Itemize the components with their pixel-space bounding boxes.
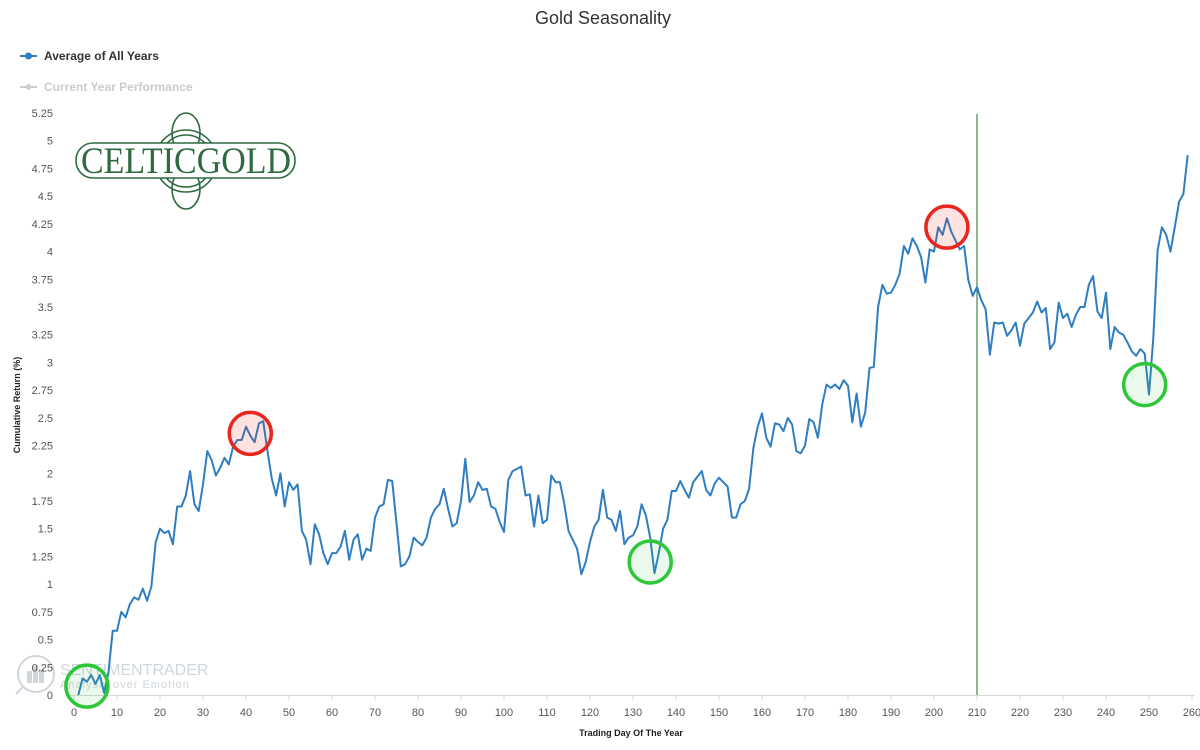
legend-label-current-year: Current Year Performance bbox=[44, 80, 193, 94]
sentimentrader-watermark: SENTIMENTRADER Analysis over Emotion bbox=[15, 655, 208, 695]
y-tick-label: 5.25 bbox=[32, 108, 53, 120]
celticgold-logo: CELTICGOLD bbox=[75, 112, 296, 210]
x-axis-ticks: 0 10 20 30 40 50 60 70 80 90 100 110 120 130 140 150 160… bbox=[71, 695, 1200, 719]
legend-label-average: Average of All Years bbox=[44, 49, 159, 63]
logo-banner bbox=[75, 142, 296, 179]
chart-title: Gold Seasonality bbox=[535, 8, 671, 28]
y-tick-label: 2.25 bbox=[32, 441, 53, 453]
x-tick-label: 60 bbox=[326, 707, 338, 719]
x-tick-label: 180 bbox=[839, 707, 857, 719]
legend-marker-average bbox=[25, 52, 32, 60]
series-line-average-of-all-years[interactable] bbox=[77, 154, 1189, 696]
y-tick-label: 2.5 bbox=[38, 413, 53, 425]
x-tick-label: 90 bbox=[455, 707, 467, 719]
logo-text: CELTICGOLD bbox=[81, 141, 291, 182]
y-tick-label: 2 bbox=[47, 468, 53, 480]
x-tick-label: 20 bbox=[154, 707, 166, 719]
y-tick-label: 4.5 bbox=[38, 191, 53, 203]
y-tick-label: 2.75 bbox=[32, 385, 53, 397]
x-tick-label: 250 bbox=[1140, 707, 1158, 719]
x-tick-label: 220 bbox=[1011, 707, 1029, 719]
trough-annotation-circle bbox=[627, 539, 673, 585]
y-tick-label: 5 bbox=[47, 136, 53, 148]
x-tick-label: 110 bbox=[538, 707, 556, 719]
x-tick-label: 120 bbox=[581, 707, 599, 719]
x-tick-label: 190 bbox=[882, 707, 900, 719]
y-tick-label: 3 bbox=[47, 357, 53, 369]
y-tick-label: 1 bbox=[47, 579, 53, 591]
trough-annotation-circle bbox=[64, 663, 110, 709]
x-tick-label: 230 bbox=[1054, 707, 1072, 719]
x-tick-label: 170 bbox=[796, 707, 814, 719]
axes: 0 10 20 30 40 50 60 70 80 90 100 110 120 130 140 150 160… bbox=[12, 108, 1200, 738]
y-tick-label: 0.75 bbox=[32, 607, 53, 619]
x-tick-label: 140 bbox=[667, 707, 685, 719]
y-tick-label: 4.25 bbox=[32, 219, 53, 231]
y-tick-label: 0.25 bbox=[32, 662, 53, 674]
y-tick-label: 1.75 bbox=[32, 496, 53, 508]
y-tick-label: 3.75 bbox=[32, 274, 53, 286]
x-tick-label: 50 bbox=[283, 707, 295, 719]
x-tick-label: 130 bbox=[624, 707, 642, 719]
chart-magnifier-icon bbox=[15, 655, 55, 695]
x-tick-label: 10 bbox=[111, 707, 123, 719]
x-tick-label: 80 bbox=[412, 707, 424, 719]
x-tick-label: 30 bbox=[197, 707, 209, 719]
x-tick-label: 70 bbox=[369, 707, 381, 719]
legend-item-current-year[interactable]: Current Year Performance bbox=[20, 80, 193, 94]
x-tick-label: 0 bbox=[71, 707, 77, 719]
legend-item-average[interactable]: Average of All Years bbox=[20, 49, 159, 63]
y-tick-label: 4 bbox=[47, 247, 53, 259]
y-tick-label: 1.25 bbox=[32, 551, 53, 563]
y-tick-label: 1.5 bbox=[38, 524, 53, 536]
x-tick-label: 260 bbox=[1183, 707, 1200, 719]
legend: Average of All Years Current Year Perfor… bbox=[20, 49, 193, 94]
annotation-circles bbox=[64, 204, 1168, 709]
y-tick-label: 0 bbox=[47, 690, 53, 702]
x-tick-label: 210 bbox=[968, 707, 986, 719]
y-tick-label: 4.75 bbox=[32, 163, 53, 175]
y-axis-title: Cumulative Return (%) bbox=[12, 357, 22, 454]
x-tick-label: 150 bbox=[710, 707, 728, 719]
x-tick-label: 200 bbox=[925, 707, 943, 719]
legend-marker-current-year bbox=[25, 83, 32, 91]
peak-annotation-circle bbox=[924, 204, 970, 250]
x-tick-label: 40 bbox=[240, 707, 252, 719]
x-axis-title: Trading Day Of The Year bbox=[579, 728, 683, 738]
x-tick-label: 160 bbox=[753, 707, 771, 719]
x-tick-label: 240 bbox=[1097, 707, 1115, 719]
peak-annotation-circle bbox=[227, 410, 274, 457]
y-tick-label: 3.25 bbox=[32, 330, 53, 342]
y-axis-ticks: 0 0.25 0.5 0.75 1 1.25 1.5 1.75 2 2.25 2.5 2.75 3 3.2… bbox=[32, 108, 53, 702]
watermark-tagline: Analysis over Emotion bbox=[60, 679, 190, 691]
x-tick-label: 100 bbox=[495, 707, 513, 719]
trough-annotation-circle bbox=[1121, 361, 1168, 408]
y-tick-label: 0.5 bbox=[38, 635, 53, 647]
y-tick-label: 3.5 bbox=[38, 302, 53, 314]
